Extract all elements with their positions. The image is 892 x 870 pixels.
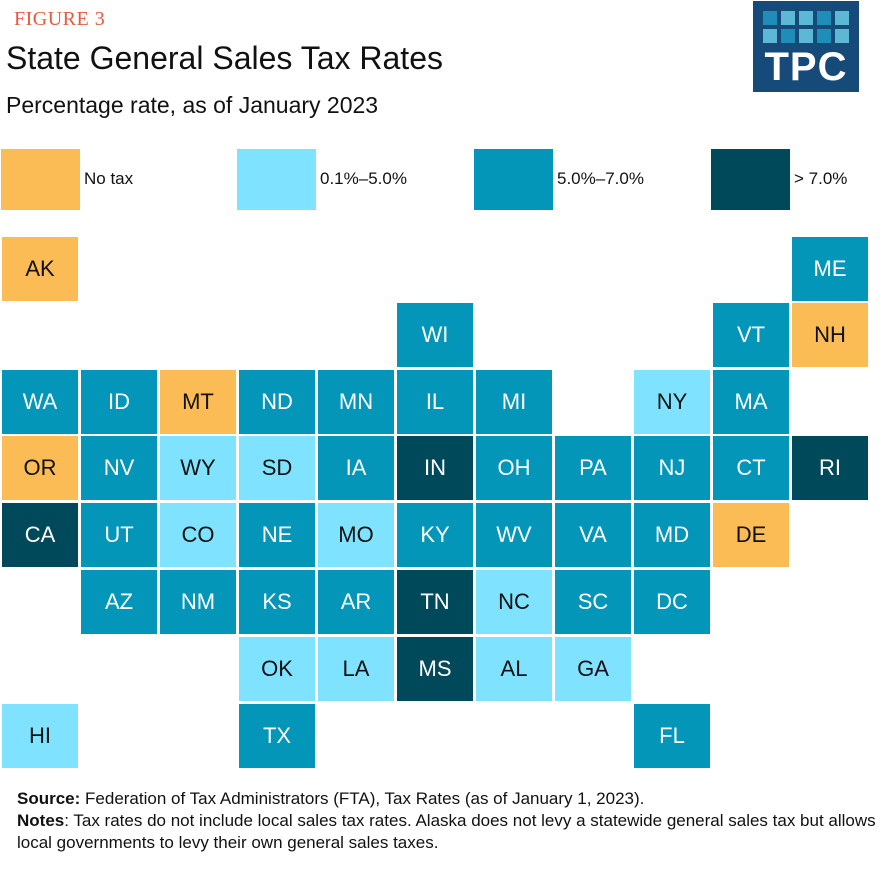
state-tile-wy: WY [160,436,236,500]
state-tile-mn: MN [318,370,394,434]
chart-title: State General Sales Tax Rates [6,40,443,76]
state-tile-ct: CT [713,436,789,500]
legend-item-mid: 5.0%–7.0% [474,149,654,210]
state-tile-or: OR [2,436,78,500]
legend-item-high: > 7.0% [711,149,891,210]
logo-text: TPC [764,45,848,89]
state-tile-hi: HI [2,704,78,768]
state-tile-ny: NY [634,370,710,434]
logo-square [799,29,813,43]
logo-square [781,11,795,25]
legend-label: No tax [84,169,134,188]
legend-swatch [1,149,80,210]
state-tile-pa: PA [555,436,631,500]
legend-label: > 7.0% [794,169,848,188]
footer: Source: Federation of Tax Administrators… [17,788,877,854]
state-tile-nj: NJ [634,436,710,500]
state-tile-co: CO [160,503,236,567]
state-tile-ma: MA [713,370,789,434]
state-tile-ky: KY [397,503,473,567]
state-tile-il: IL [397,370,473,434]
state-tile-ks: KS [239,570,315,634]
logo-square [835,11,849,25]
state-tile-de: DE [713,503,789,567]
state-tile-me: ME [792,237,868,301]
state-tile-al: AL [476,637,552,701]
tpc-logo: TPC [753,1,859,92]
logo-square [799,11,813,25]
legend-swatch [474,149,553,210]
state-tile-tx: TX [239,704,315,768]
state-tile-nd: ND [239,370,315,434]
state-tile-ms: MS [397,637,473,701]
state-tile-md: MD [634,503,710,567]
legend-swatch [237,149,316,210]
state-tile-ut: UT [81,503,157,567]
state-tile-nv: NV [81,436,157,500]
state-tile-ak: AK [2,237,78,301]
notes: Notes: Tax rates do not include local sa… [17,811,876,852]
state-tile-ar: AR [318,570,394,634]
state-tile-ca: CA [2,503,78,567]
logo-square [763,29,777,43]
state-tile-ia: IA [318,436,394,500]
state-tile-oh: OH [476,436,552,500]
state-tile-la: LA [318,637,394,701]
logo-square [763,11,777,25]
state-tile-wa: WA [2,370,78,434]
legend-item-none: No tax [1,149,181,210]
state-tile-dc: DC [634,570,710,634]
logo-square [817,29,831,43]
legend-item-low: 0.1%–5.0% [237,149,417,210]
state-tile-in: IN [397,436,473,500]
source-note: Source: Federation of Tax Administrators… [17,789,645,808]
state-tile-mt: MT [160,370,236,434]
state-tile-vt: VT [713,303,789,367]
logo-square [835,29,849,43]
state-tile-sc: SC [555,570,631,634]
state-tile-id: ID [81,370,157,434]
state-tile-mo: MO [318,503,394,567]
state-tile-wi: WI [397,303,473,367]
legend-label: 5.0%–7.0% [557,169,644,188]
state-tile-ne: NE [239,503,315,567]
chart-subtitle: Percentage rate, as of January 2023 [6,92,379,118]
legend-swatch [711,149,790,210]
state-tile-ok: OK [239,637,315,701]
state-tile-ri: RI [792,436,868,500]
state-tile-ga: GA [555,637,631,701]
state-tile-va: VA [555,503,631,567]
state-tile-fl: FL [634,704,710,768]
state-tile-az: AZ [81,570,157,634]
state-tile-tn: TN [397,570,473,634]
logo-square [817,11,831,25]
legend-label: 0.1%–5.0% [320,169,407,188]
state-tile-nh: NH [792,303,868,367]
state-tile-wv: WV [476,503,552,567]
state-tile-nc: NC [476,570,552,634]
state-tile-sd: SD [239,436,315,500]
state-tile-mi: MI [476,370,552,434]
logo-square [781,29,795,43]
figure-label: FIGURE 3 [14,8,106,30]
state-tile-nm: NM [160,570,236,634]
